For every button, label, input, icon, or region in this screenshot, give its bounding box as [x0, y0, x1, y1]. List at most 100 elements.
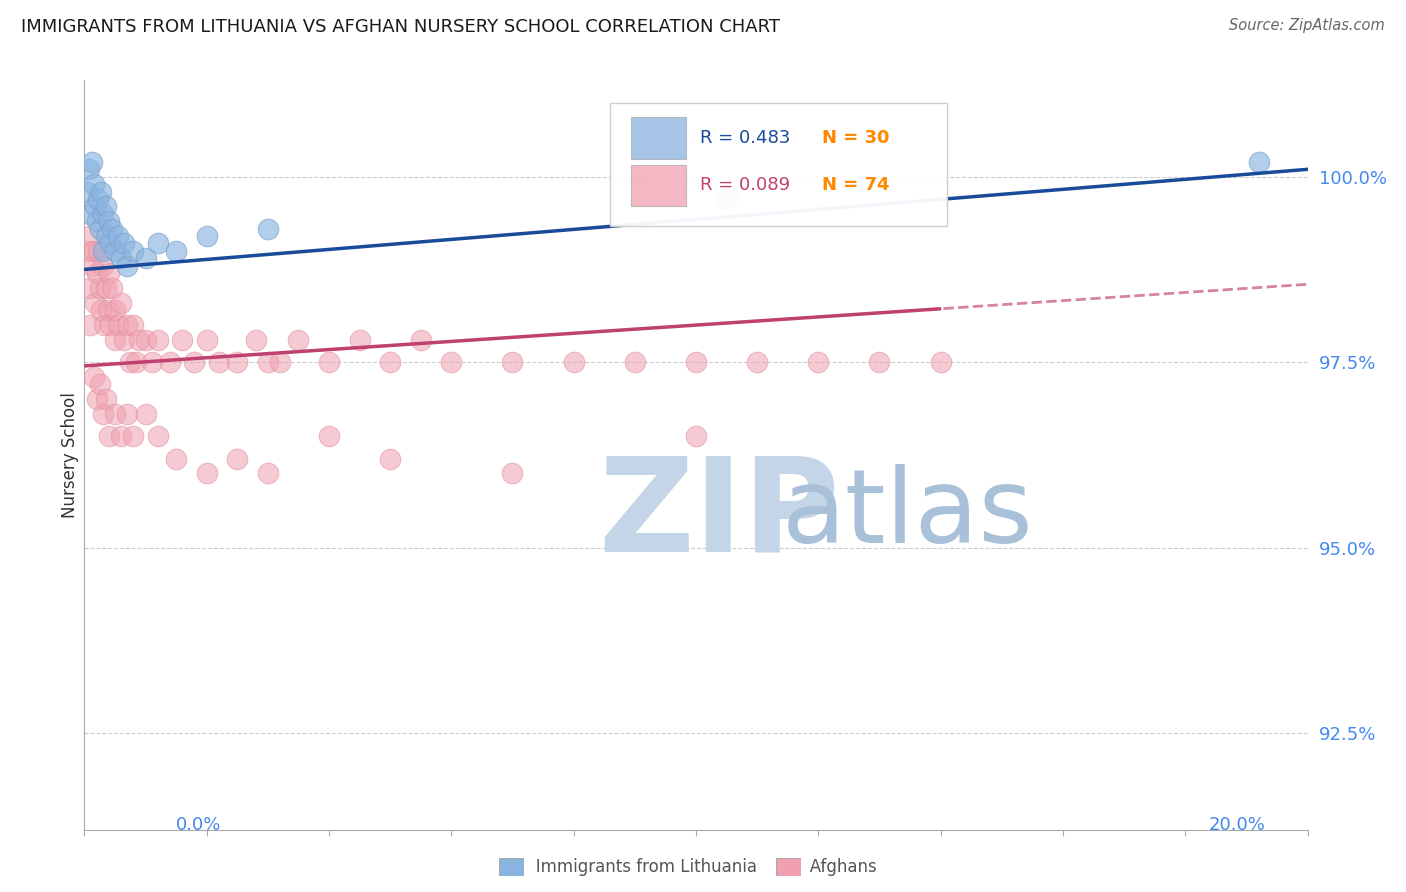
Point — [93, 318, 115, 332]
Point — [98, 318, 121, 332]
Point — [380, 355, 402, 369]
Point — [79, 229, 101, 244]
Point — [135, 333, 157, 347]
Point — [112, 333, 135, 347]
Point — [128, 333, 150, 347]
Text: Source: ZipAtlas.com: Source: ZipAtlas.com — [1229, 18, 1385, 33]
Point — [76, 244, 98, 258]
Point — [107, 229, 129, 244]
Point — [77, 281, 100, 295]
Point — [716, 192, 738, 206]
Point — [97, 303, 120, 318]
Point — [562, 355, 585, 369]
FancyBboxPatch shape — [610, 103, 946, 227]
Point — [112, 236, 135, 251]
Point — [80, 259, 103, 273]
Point — [257, 355, 280, 369]
Point — [172, 333, 194, 347]
Text: Afghans: Afghans — [794, 858, 877, 876]
Point — [318, 429, 340, 443]
Point — [94, 392, 117, 407]
Point — [91, 207, 114, 221]
Point — [94, 281, 117, 295]
Point — [269, 355, 291, 369]
Point — [110, 296, 132, 310]
Text: N = 30: N = 30 — [823, 129, 890, 147]
Point — [115, 407, 138, 421]
Point — [135, 407, 157, 421]
Y-axis label: Nursery School: Nursery School — [60, 392, 79, 518]
Point — [87, 192, 110, 206]
Point — [141, 355, 163, 369]
Point — [257, 221, 280, 235]
Text: R = 0.089: R = 0.089 — [700, 177, 790, 194]
Point — [89, 377, 111, 392]
FancyBboxPatch shape — [631, 164, 686, 206]
Point — [97, 429, 120, 443]
Point — [208, 355, 231, 369]
Point — [165, 451, 187, 466]
Point — [79, 207, 101, 221]
Point — [110, 252, 132, 266]
Point — [91, 407, 114, 421]
Point — [146, 333, 169, 347]
Point — [502, 355, 524, 369]
Point — [101, 221, 124, 235]
Point — [159, 355, 181, 369]
Point — [226, 355, 249, 369]
Point — [104, 407, 127, 421]
Point — [146, 236, 169, 251]
Point — [104, 333, 127, 347]
Text: atlas: atlas — [782, 465, 1033, 566]
Point — [90, 185, 112, 199]
Point — [409, 333, 432, 347]
Point — [86, 266, 108, 280]
Point — [80, 154, 103, 169]
Point — [183, 355, 205, 369]
Point — [502, 467, 524, 481]
Point — [79, 318, 101, 332]
Point — [83, 244, 105, 258]
Point — [87, 244, 110, 258]
Point — [122, 244, 145, 258]
Point — [107, 318, 129, 332]
Point — [101, 281, 124, 295]
Point — [380, 451, 402, 466]
Point — [104, 303, 127, 318]
Text: IMMIGRANTS FROM LITHUANIA VS AFGHAN NURSERY SCHOOL CORRELATION CHART: IMMIGRANTS FROM LITHUANIA VS AFGHAN NURS… — [21, 18, 780, 36]
Point — [245, 333, 267, 347]
Point — [84, 296, 107, 310]
Point — [807, 355, 830, 369]
Point — [89, 281, 111, 295]
Point — [94, 229, 117, 244]
Point — [1247, 154, 1270, 169]
Text: ZIP: ZIP — [598, 451, 839, 578]
Point — [195, 333, 218, 347]
Point — [115, 259, 138, 273]
Point — [440, 355, 463, 369]
Point — [349, 333, 371, 347]
Point — [94, 199, 117, 213]
Point — [165, 244, 187, 258]
Point — [115, 318, 138, 332]
Point — [76, 185, 98, 199]
Point — [120, 355, 142, 369]
Point — [195, 229, 218, 244]
Text: 0.0%: 0.0% — [176, 816, 221, 834]
Text: 20.0%: 20.0% — [1209, 816, 1265, 834]
Point — [97, 266, 120, 280]
Point — [89, 221, 111, 235]
Point — [747, 355, 769, 369]
Point — [869, 355, 891, 369]
Point — [685, 355, 707, 369]
Point — [98, 236, 121, 251]
Point — [86, 214, 108, 228]
Point — [257, 467, 280, 481]
Point — [195, 467, 218, 481]
Point — [122, 318, 145, 332]
Point — [83, 177, 105, 191]
Point — [104, 244, 127, 258]
Point — [83, 370, 105, 384]
FancyBboxPatch shape — [631, 118, 686, 159]
Point — [91, 259, 114, 273]
